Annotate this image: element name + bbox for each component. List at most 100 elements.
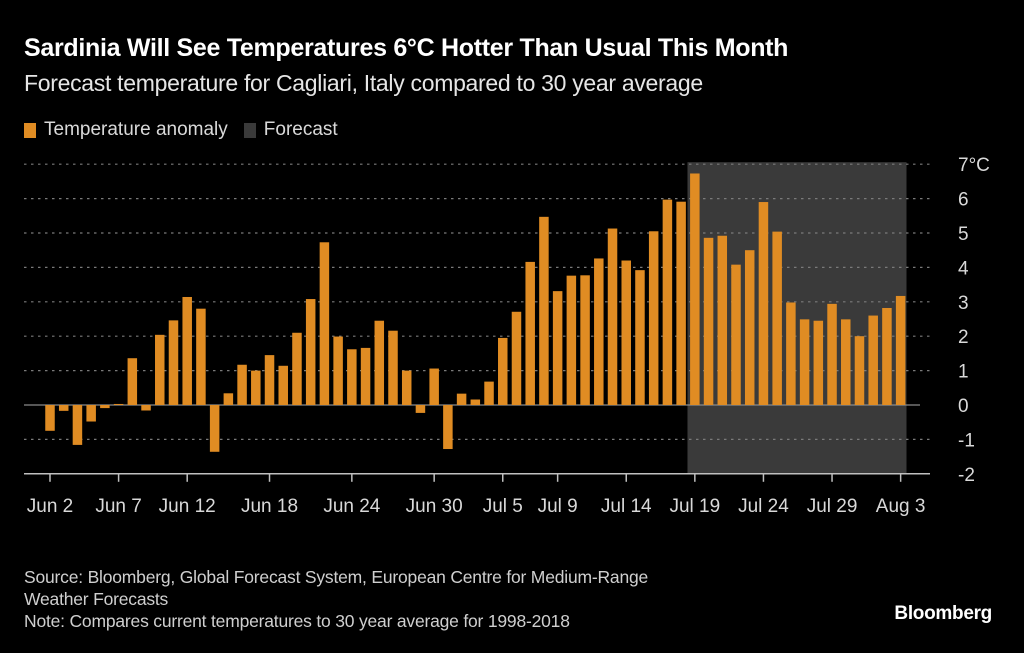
x-tick-label: Jun 30 <box>406 496 463 517</box>
x-tick-label: Jul 5 <box>483 496 523 517</box>
bar <box>209 405 220 452</box>
bar <box>333 336 343 405</box>
bar <box>799 319 810 405</box>
bar <box>72 405 83 445</box>
bar <box>772 231 782 405</box>
bar <box>882 307 892 405</box>
bar <box>292 332 302 405</box>
bar <box>360 347 371 405</box>
bar <box>58 405 69 411</box>
bar <box>594 258 604 405</box>
bar <box>525 261 535 405</box>
bar <box>717 235 728 405</box>
legend-label-temperature-anomaly: Temperature anomaly <box>44 119 228 140</box>
x-tick-label: Jul 24 <box>738 496 789 517</box>
y-tick-label: 2 <box>958 327 969 348</box>
bar <box>662 199 673 405</box>
bar <box>127 358 138 405</box>
footer-notes: Source: Bloomberg, Global Forecast Syste… <box>24 566 648 632</box>
bar <box>251 370 261 405</box>
bar <box>703 237 714 405</box>
bar <box>580 275 590 405</box>
bar <box>827 303 837 405</box>
bar <box>113 403 124 405</box>
bar <box>813 320 824 405</box>
bar <box>854 336 865 405</box>
bar <box>45 405 55 431</box>
bar <box>429 368 439 405</box>
bars <box>45 173 906 452</box>
x-axis-labels: Jun 2 Jun 7 Jun 12 Jun 18 Jun 24 Jun 30 Jul 5 J… <box>27 496 926 517</box>
legend-swatch-temperature-anomaly <box>24 122 36 138</box>
y-tick-label: 7°C <box>958 155 990 176</box>
bar <box>635 270 645 405</box>
y-tick-label: 4 <box>958 258 969 279</box>
bar <box>552 291 563 405</box>
x-tick-label: Jul 19 <box>669 496 720 517</box>
legend-item-temperature-anomaly: Temperature anomaly <box>24 119 228 141</box>
bar <box>484 381 494 405</box>
chart-subtitle: Forecast temperature for Cagliari, Italy… <box>24 70 703 96</box>
bar <box>182 296 192 405</box>
bar <box>456 393 467 405</box>
legend-item-forecast: Forecast <box>243 119 338 141</box>
bar <box>690 173 700 405</box>
x-tick-label: Jun 12 <box>159 496 216 517</box>
legend-swatch-forecast <box>243 122 256 138</box>
bar <box>86 405 96 422</box>
y-tick-label: 3 <box>958 293 969 314</box>
x-tick-label: Jun 18 <box>241 496 298 517</box>
y-tick-label: -2 <box>958 465 975 486</box>
x-tick-label: Jun 2 <box>27 496 73 517</box>
bar <box>758 202 769 405</box>
bar <box>539 216 549 405</box>
bar <box>895 295 906 405</box>
y-tick-label: 6 <box>958 190 969 211</box>
bar <box>786 302 796 405</box>
bar <box>388 330 398 405</box>
bar <box>168 320 179 405</box>
bar <box>155 334 165 405</box>
x-axis <box>24 473 930 482</box>
chart-title: Sardinia Will See Temperatures 6°C Hotte… <box>24 34 789 62</box>
bar <box>498 337 508 405</box>
bar <box>841 319 851 405</box>
y-axis-labels: 7°C 6 5 4 3 2 1 0 -1 -2 <box>958 155 990 486</box>
bar <box>607 228 618 405</box>
y-tick-label: -1 <box>958 430 975 451</box>
bar <box>566 275 577 405</box>
bar <box>868 315 878 405</box>
x-tick-label: Jul 29 <box>807 496 858 517</box>
bar <box>731 264 741 405</box>
bar <box>305 299 316 405</box>
bar <box>676 201 686 405</box>
y-tick-label: 5 <box>958 224 969 245</box>
x-tick-label: Jun 7 <box>95 496 141 517</box>
y-tick-label: 1 <box>958 362 969 383</box>
x-tick-label: Jun 24 <box>323 496 380 517</box>
bar <box>196 308 206 405</box>
bar <box>141 405 151 411</box>
bar <box>237 364 247 405</box>
source-line-1: Source: Bloomberg, Global Forecast Syste… <box>24 567 649 587</box>
bar <box>744 250 755 405</box>
legend-label-forecast: Forecast <box>263 119 338 140</box>
bar <box>443 405 453 450</box>
bar <box>264 355 275 405</box>
bar <box>470 399 481 405</box>
x-tick-label: Aug 3 <box>876 496 926 517</box>
bar <box>401 370 412 405</box>
bar <box>223 393 234 405</box>
bar <box>100 405 110 409</box>
bar <box>648 231 659 405</box>
legend: Temperature anomaly Forecast <box>24 119 354 141</box>
note-line: Note: Compares current temperatures to 3… <box>24 611 570 631</box>
bar <box>347 349 357 405</box>
x-tick-label: Jul 9 <box>538 496 578 517</box>
x-tick-label: Jul 14 <box>601 496 652 517</box>
bloomberg-logo: Bloomberg <box>894 603 992 624</box>
bar <box>278 365 288 405</box>
bar <box>319 242 330 405</box>
y-tick-label: 0 <box>958 396 969 417</box>
